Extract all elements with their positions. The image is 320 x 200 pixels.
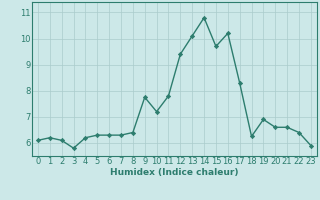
X-axis label: Humidex (Indice chaleur): Humidex (Indice chaleur) xyxy=(110,168,239,177)
